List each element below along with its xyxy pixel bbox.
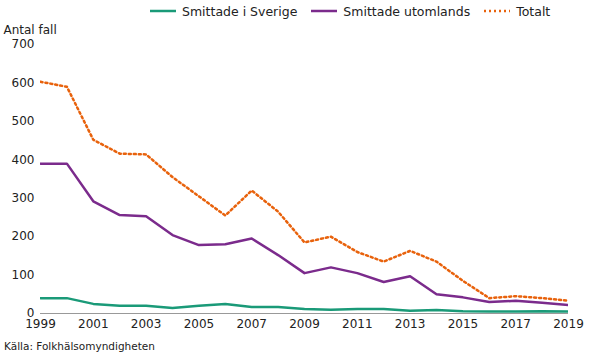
svg-text:500: 500 — [12, 114, 35, 128]
svg-text:300: 300 — [12, 191, 35, 205]
svg-text:Antal fall: Antal fall — [4, 23, 57, 37]
html-text:Smittade i Sverige: Smittade i Sverige — [182, 3, 298, 19]
svg-text:2015: 2015 — [448, 317, 479, 331]
svg-text:2011: 2011 — [342, 317, 373, 331]
svg-text:2019: 2019 — [553, 317, 584, 331]
svg-text:0: 0 — [26, 306, 35, 321]
html-text:Totalt: Totalt — [516, 3, 551, 19]
svg-text:1999: 1999 — [25, 317, 56, 331]
svg-text:100: 100 — [12, 268, 35, 282]
svg-text:400: 400 — [12, 153, 35, 167]
svg-text:2013: 2013 — [395, 317, 426, 331]
html-text:Källa: Folkhälsomyndigheten: Källa: Folkhälsomyndigheten — [4, 340, 155, 352]
svg-text:2001: 2001 — [78, 317, 109, 331]
svg-text:2007: 2007 — [236, 317, 267, 331]
svg-text:2003: 2003 — [131, 317, 162, 331]
svg-text:2009: 2009 — [289, 317, 320, 331]
svg-text:2005: 2005 — [184, 317, 215, 331]
svg-text:700: 700 — [12, 37, 35, 51]
svg-text:2017: 2017 — [500, 317, 531, 331]
html-text:Smittade utomlands: Smittade utomlands — [343, 3, 471, 19]
svg-text:600: 600 — [12, 76, 35, 90]
svg-text:200: 200 — [12, 229, 35, 243]
